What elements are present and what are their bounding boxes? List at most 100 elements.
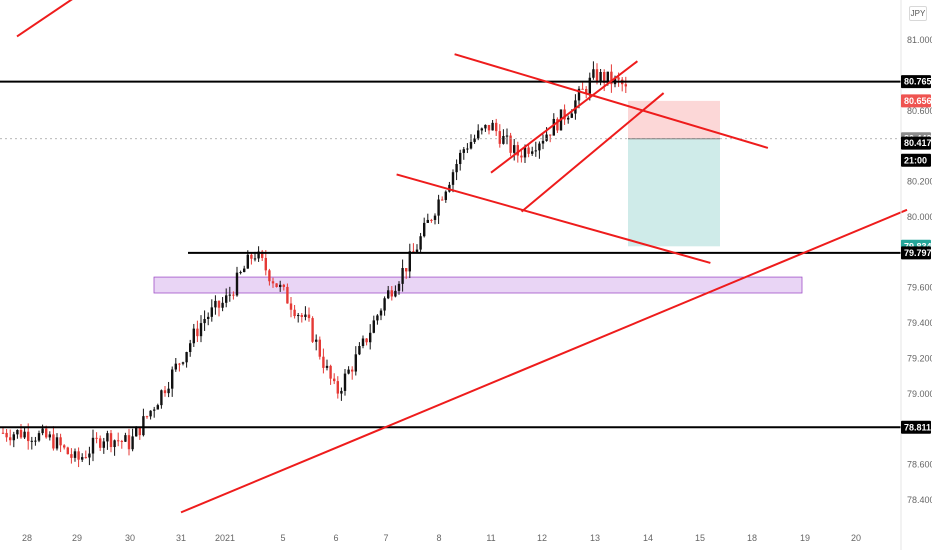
candle-body — [156, 405, 159, 410]
candle-body — [617, 77, 620, 80]
candle-body — [498, 131, 501, 144]
candle-body — [441, 199, 444, 201]
candle-body — [225, 295, 228, 303]
candle-body — [41, 428, 44, 434]
y-tick-label: 79.000 — [907, 389, 932, 399]
candle-body — [163, 390, 167, 394]
candle-body — [264, 257, 267, 271]
candle-body — [343, 373, 347, 391]
candle-body — [142, 416, 145, 436]
candle-body — [372, 320, 375, 333]
candle-body — [387, 290, 390, 299]
candle-body — [347, 369, 350, 374]
price-tag — [901, 420, 931, 434]
candle-body — [203, 318, 206, 324]
x-tick-label: 30 — [125, 533, 135, 543]
candle-body — [153, 409, 156, 411]
candle-body — [23, 431, 26, 438]
candle-body — [117, 440, 120, 442]
candle-body — [135, 427, 138, 437]
price-tag-label: 78.811 — [904, 422, 931, 432]
candle-body — [261, 251, 264, 258]
candle-body — [1, 432, 5, 434]
candle-body — [311, 318, 314, 342]
candle-body — [113, 440, 116, 448]
symbol-label[interactable]: JPY — [909, 6, 927, 21]
candle-body — [192, 328, 195, 344]
price-tag-label: 21:00 — [904, 155, 927, 165]
candle-body — [81, 457, 84, 460]
candle-body — [549, 134, 552, 136]
x-tick-label: 8 — [436, 533, 441, 543]
candle-body — [297, 315, 300, 317]
candle-body — [351, 369, 354, 372]
candle-body — [405, 268, 408, 272]
price-tag-label: 79.834 — [904, 241, 932, 251]
candle-body — [45, 428, 48, 438]
price-tags: 80.76580.65680.44280.41721:0079.83479.79… — [901, 75, 932, 434]
candle-body — [48, 434, 51, 438]
y-tick-label: 78.600 — [907, 460, 932, 470]
y-tick-label: 80.200 — [907, 177, 932, 187]
candle-body — [235, 272, 239, 296]
x-tick-label: 15 — [695, 533, 705, 543]
candle-body — [322, 356, 325, 368]
candle-body — [124, 435, 127, 442]
candle-body — [451, 172, 455, 185]
y-tick-label: 79.400 — [907, 318, 932, 328]
candle-body — [556, 118, 559, 131]
candle-body — [207, 316, 210, 319]
candle-body — [585, 89, 588, 94]
candle-body — [214, 300, 217, 308]
candle-body — [509, 135, 512, 153]
candle-body — [99, 438, 102, 448]
candle-body — [520, 155, 523, 158]
candle-body — [300, 315, 303, 317]
candle-body — [279, 284, 282, 288]
candle-body — [282, 284, 285, 287]
candle-body — [318, 339, 321, 357]
candle-body — [9, 437, 12, 441]
x-tick-label: 11 — [486, 533, 495, 543]
candles-layer — [1, 61, 627, 468]
price-tag-label: 80.656 — [904, 96, 932, 106]
trendline — [396, 173, 711, 264]
candle-body — [531, 151, 534, 154]
price-tag — [901, 75, 931, 89]
candle-body — [567, 117, 570, 120]
candle-body — [109, 433, 113, 448]
candle-body — [527, 147, 530, 154]
candle-body — [268, 270, 271, 282]
candle-body — [55, 437, 59, 449]
candle-body — [408, 251, 411, 272]
candle-body — [106, 433, 109, 442]
x-tick-label: 14 — [643, 533, 653, 543]
x-tick-label: 20 — [851, 533, 861, 543]
candle-body — [102, 441, 105, 448]
candle-body — [541, 140, 545, 144]
demand-zone — [153, 276, 803, 294]
candle-body — [293, 309, 296, 317]
candle-body — [95, 437, 98, 439]
trendline — [520, 92, 665, 213]
candle-body — [423, 222, 426, 237]
price-tag — [901, 94, 931, 108]
candle-body — [286, 286, 289, 304]
candle-body — [210, 307, 213, 317]
candle-body — [415, 249, 419, 253]
candle-body — [185, 352, 188, 363]
candle-body — [246, 254, 249, 269]
candle-body — [462, 149, 465, 153]
candle-body — [307, 314, 311, 319]
candle-body — [426, 219, 429, 223]
candle-body — [91, 437, 95, 454]
candle-body — [257, 251, 260, 259]
candle-body — [480, 128, 483, 131]
candle-body — [606, 71, 609, 83]
y-tick-label: 79.200 — [907, 353, 932, 363]
candle-body — [469, 141, 473, 149]
x-tick-label: 12 — [537, 533, 547, 543]
candle-body — [88, 453, 91, 458]
candle-body — [239, 272, 242, 274]
